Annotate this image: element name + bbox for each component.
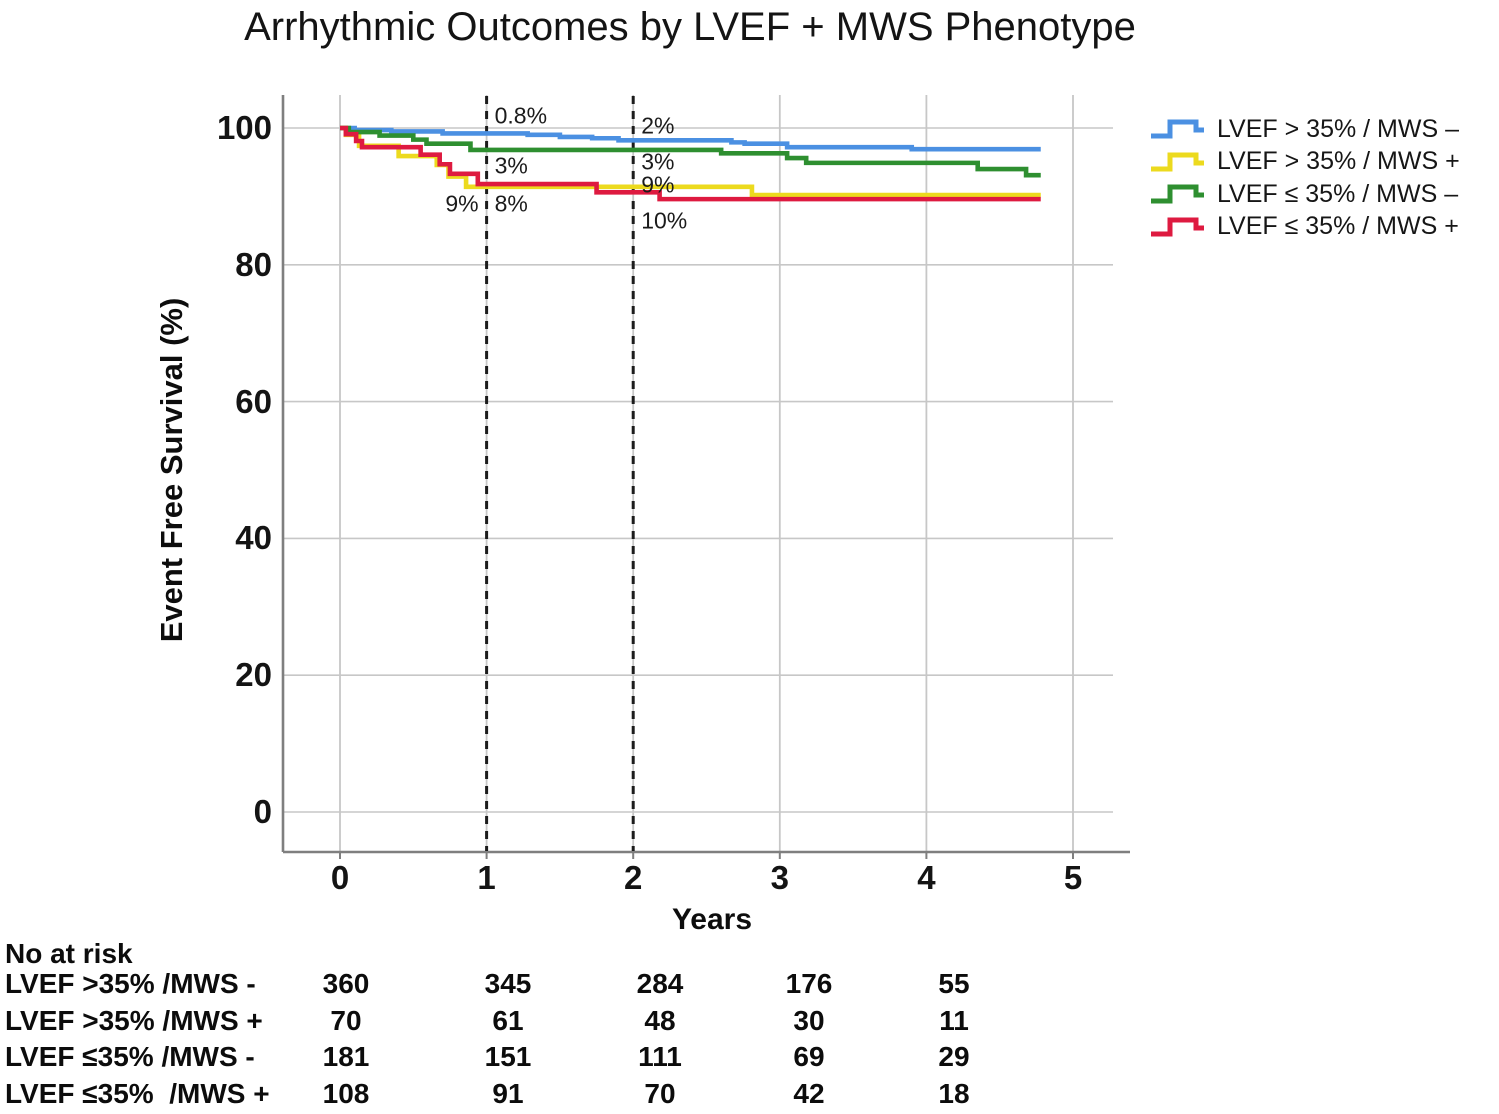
at-risk-row-label: LVEF >35% /MWS + [5, 1005, 263, 1036]
x-tick-label: 2 [624, 859, 643, 896]
y-tick-label: 40 [235, 519, 272, 557]
legend-step-line-icon [1151, 184, 1204, 204]
y-tick-label: 100 [216, 109, 272, 146]
km-curve [340, 125, 1041, 202]
at-risk-count: 70 [330, 1005, 362, 1036]
legend: LVEF > 35% / MWS – LVEF > 35% / MWS + LVEF… [1150, 113, 1460, 243]
y-axis-label: Event Free Survival (%) [154, 297, 189, 643]
x-tick-label: 3 [770, 859, 789, 896]
annotation-label: 2% [641, 112, 675, 139]
y-tick-label: 60 [235, 382, 272, 420]
at-risk-count: 61 [492, 1005, 524, 1036]
legend-step-line-icon [1151, 152, 1204, 172]
at-risk-count: 176 [785, 968, 833, 999]
annotation-label: 3% [641, 148, 675, 175]
at-risk-count: 91 [492, 1078, 524, 1109]
at-risk-row-label: LVEF ≤35% /MWS - [5, 1041, 255, 1072]
at-risk-count: 55 [938, 968, 970, 999]
y-tick-label: 80 [235, 245, 272, 283]
at-risk-count: 108 [322, 1078, 370, 1109]
y-tick-label: 20 [235, 656, 272, 694]
at-risk-count: 111 [638, 1041, 682, 1072]
at-risk-count: 181 [322, 1041, 370, 1072]
legend-item: LVEF > 35% / MWS – [1150, 113, 1460, 146]
annotation-label: 0.8% [494, 102, 548, 129]
x-axis-label: Years [671, 903, 753, 936]
x-tick-label: 5 [1063, 859, 1083, 896]
legend-label: LVEF ≤ 35% / MWS – [1217, 179, 1459, 208]
at-risk-count: 69 [793, 1041, 825, 1072]
legend-label: LVEF ≤ 35% / MWS + [1217, 212, 1459, 241]
legend-item: LVEF ≤ 35% / MWS + [1150, 211, 1460, 244]
annotation-label: 10% [641, 207, 688, 234]
x-tick-label: 1 [477, 859, 496, 896]
at-risk-row-label: LVEF >35% /MWS - [5, 968, 256, 999]
at-risk-count: 360 [322, 968, 370, 999]
at-risk-count: 284 [636, 968, 684, 999]
km-curve [340, 125, 1041, 178]
at-risk-count: 48 [644, 1005, 676, 1036]
annotation-label: 8% [494, 190, 528, 217]
chart-title: Arrhythmic Outcomes by LVEF + MWS Phenot… [244, 5, 1136, 49]
at-risk-count: 70 [644, 1078, 676, 1109]
x-tick-label: 0 [330, 859, 350, 896]
legend-item: LVEF > 35% / MWS + [1150, 146, 1460, 179]
legend-label: LVEF > 35% / MWS + [1217, 147, 1460, 176]
at-risk-count: 42 [793, 1078, 825, 1109]
km-curve [340, 125, 1041, 152]
at-risk-header: No at risk [5, 938, 133, 969]
annotation-label: 9% [445, 190, 479, 217]
at-risk-count: 30 [793, 1005, 825, 1036]
at-risk-count: 345 [484, 968, 532, 999]
at-risk-count: 18 [938, 1078, 970, 1109]
legend-step-line-icon [1151, 119, 1204, 139]
annotation-label: 3% [494, 152, 528, 179]
y-tick-label: 0 [253, 793, 272, 830]
legend-step-line-icon [1151, 217, 1204, 237]
at-risk-count: 11 [939, 1005, 969, 1036]
legend-label: LVEF > 35% / MWS – [1217, 114, 1459, 143]
annotation-label: 9% [641, 171, 675, 198]
legend-item: LVEF ≤ 35% / MWS – [1150, 178, 1460, 211]
at-risk-row-label: LVEF ≤35% /MWS + [5, 1078, 270, 1109]
x-tick-label: 4 [917, 859, 936, 896]
at-risk-count: 151 [484, 1041, 532, 1072]
at-risk-count: 29 [938, 1041, 970, 1072]
